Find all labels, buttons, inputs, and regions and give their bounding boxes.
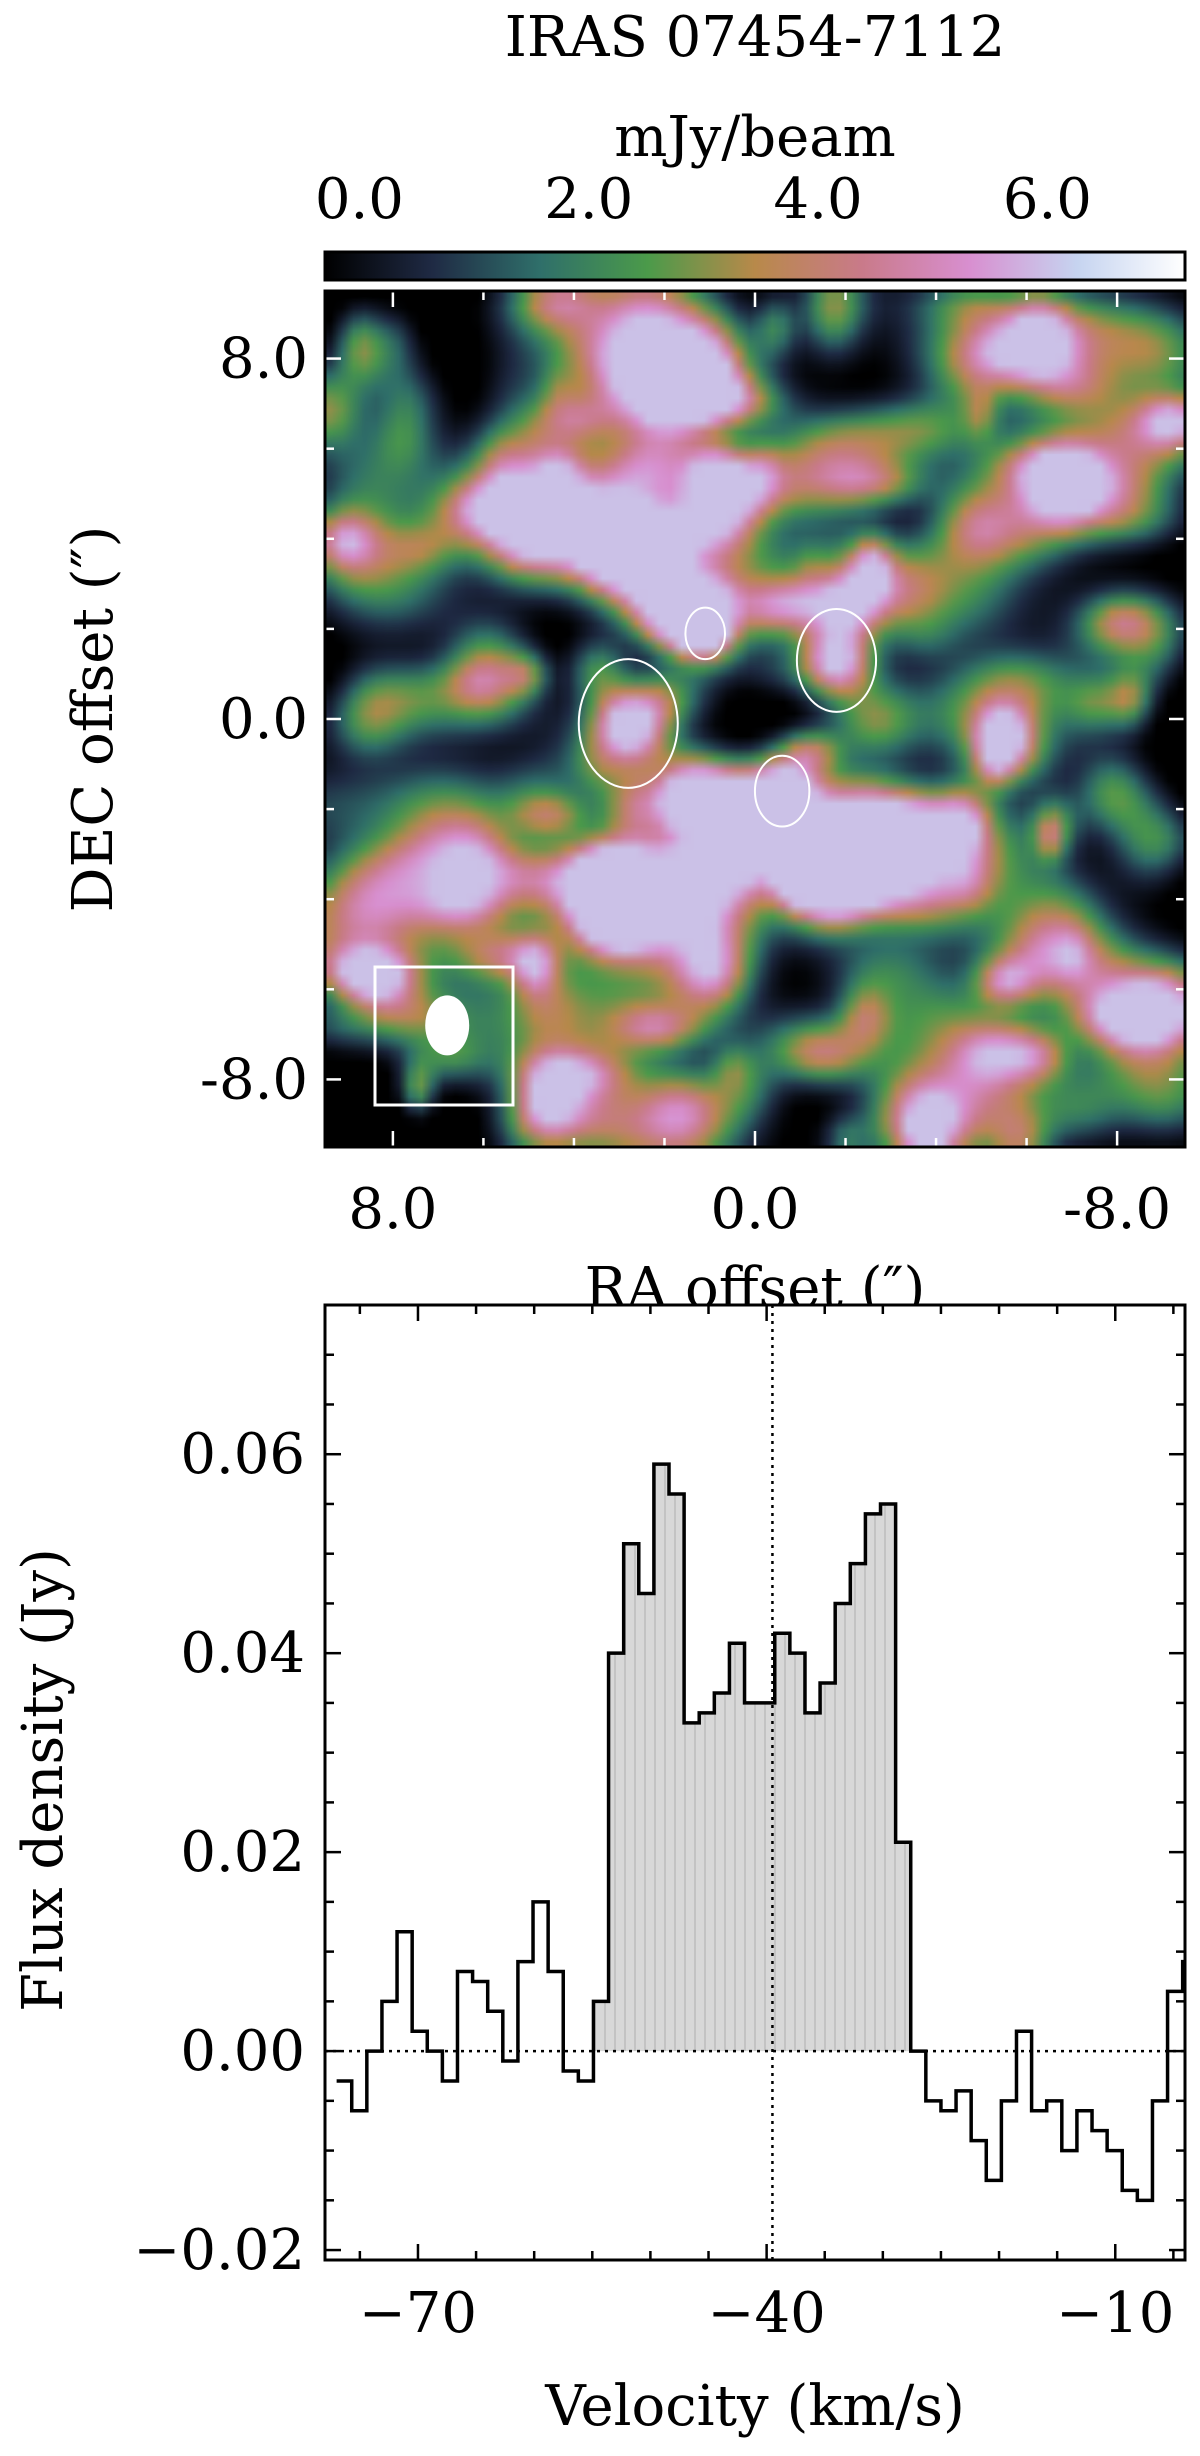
spectrum-xlabel: Velocity (km/s)	[544, 2374, 965, 2439]
spectrum-ytick-label: 0.02	[180, 1820, 305, 1885]
spectrum-ylabel: Flux density (Jy)	[11, 1548, 76, 2012]
colorbar	[323, 250, 1187, 282]
flux-contour	[577, 658, 679, 789]
colorbar-tick-label: 4.0	[774, 167, 863, 232]
beam-ellipse	[425, 995, 470, 1056]
colorbar-ticks: 0.0 2.0 4.0 6.0	[315, 167, 1092, 261]
flux-contours	[577, 606, 878, 828]
map-ytick-label: 0.0	[219, 687, 308, 752]
colorbar-tick-label: 6.0	[1003, 167, 1092, 232]
map-xtick-label: -8.0	[1063, 1177, 1171, 1242]
spectrum-xtick-label: −70	[359, 2281, 477, 2346]
flux-map	[323, 289, 1187, 1149]
flux-contour	[795, 607, 878, 713]
colorbar-tick-label: 0.0	[315, 167, 404, 232]
spectrum-tick-labels: −70 −40 −10 0.06 0.04 0.02 0.00 −0.02	[133, 1422, 1174, 2346]
spectrum-xtick-label: −40	[708, 2281, 826, 2346]
map-ylabel: DEC offset (″)	[61, 526, 126, 913]
map-frame	[323, 289, 1187, 1149]
spectrum-ytick-label: 0.06	[180, 1422, 305, 1487]
beam-box	[373, 965, 515, 1107]
flux-contour	[684, 606, 727, 661]
map-title: IRAS 07454-7112	[505, 5, 1005, 70]
colorbar-label: mJy/beam	[614, 105, 896, 170]
spectrum-line	[336, 1462, 1185, 2203]
map-ytick-label: -8.0	[200, 1047, 308, 1112]
spectrum-xtick-label: −10	[1056, 2281, 1174, 2346]
spectrum-plot	[323, 1303, 1187, 2262]
map-tick-labels: 8.0 0.0 -8.0 8.0 0.0 -8.0	[200, 327, 1171, 1242]
spectrum-frame	[323, 1303, 1187, 2262]
spectrum-ytick-label: 0.04	[180, 1621, 305, 1686]
colorbar-tick-label: 2.0	[544, 167, 633, 232]
spectrum-fill	[593, 1464, 911, 2052]
map-ytick-label: 8.0	[219, 327, 308, 392]
flux-map-image	[325, 291, 1185, 1147]
flux-contour	[753, 754, 811, 828]
map-xtick-label: 8.0	[348, 1177, 437, 1242]
spectrum-ytick-label: 0.00	[180, 2019, 305, 2084]
map-xtick-label: 0.0	[710, 1177, 799, 1242]
spectrum-ytick-label: −0.02	[133, 2218, 305, 2283]
